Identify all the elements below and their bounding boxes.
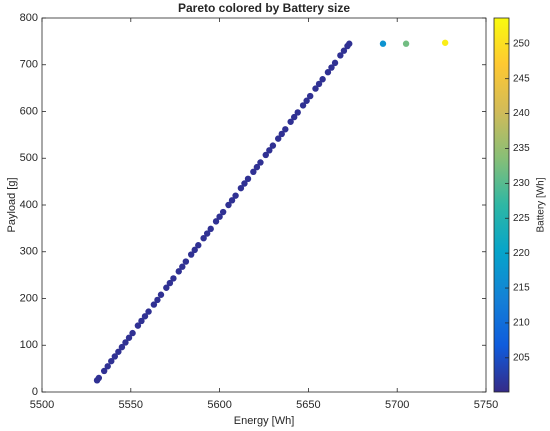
y-axis-label: Payload [g] [6,177,18,232]
plot-frame [41,17,487,393]
point [266,147,273,154]
colorbar-tick-label: 250 [513,38,530,49]
point [219,208,227,216]
point [175,268,182,275]
x-axis-label: Energy [Wh] [234,415,295,427]
colorbar-tick-label: 225 [513,213,530,224]
point [154,296,161,304]
point [216,213,223,220]
y-tick-label: 700 [20,59,38,71]
colorbar-tick-label: 235 [513,143,530,154]
point [115,348,122,355]
x-tick-label: 5650 [296,399,320,411]
colorbar-tick-label: 205 [513,352,530,363]
point [195,242,202,249]
point [319,76,326,83]
y-tick-label: 300 [20,246,38,258]
x-tick-label: 5700 [385,399,409,411]
point [163,284,170,291]
point [166,279,174,287]
point [200,234,207,242]
chart-title: Pareto colored by Battery size [178,1,350,15]
point [100,367,108,375]
point [379,40,387,47]
point [157,291,165,298]
colorbar-tick-label: 220 [513,248,530,259]
colorbar-frame [493,17,510,393]
point [290,113,298,121]
point [275,135,282,142]
x-tick-label: 5600 [207,399,231,411]
point [228,197,236,204]
point [250,168,257,176]
colorbar-tick-label: 210 [513,318,530,329]
point [125,334,133,341]
point [262,151,269,159]
point [278,130,285,138]
point [232,192,239,199]
point [312,85,319,92]
point [129,329,136,337]
x-tick-label: 5500 [30,399,54,411]
point [331,59,339,67]
point [441,39,449,46]
y-tick-label: 400 [20,199,38,211]
point [402,40,410,47]
point [269,142,277,149]
point [111,353,119,360]
colorbar [494,18,509,392]
point [282,126,289,133]
point [138,317,145,325]
y-tick-label: 100 [20,339,38,351]
point [122,339,129,346]
point [141,313,149,320]
x-tick-label: 5550 [119,399,143,411]
point [134,322,142,329]
point [108,357,115,365]
point [212,218,220,225]
point [118,343,126,351]
point [191,246,198,254]
point [244,175,252,183]
point [257,159,264,166]
point [328,64,335,71]
point [150,301,158,308]
point [303,97,310,104]
colorbar-tick-label: 215 [513,283,530,294]
y-tick-label: 0 [32,386,38,398]
y-tick-label: 600 [20,105,38,117]
point [294,109,301,116]
point [315,80,323,88]
point [306,92,314,100]
colorbar-tick-label: 245 [513,73,530,84]
colorbar-tick-label: 230 [513,178,530,189]
point [287,118,294,125]
point [170,275,177,282]
point [104,363,111,370]
point [253,163,261,171]
point [145,308,152,315]
point [340,47,348,54]
point [182,258,190,265]
point [179,263,186,270]
point [324,69,332,76]
point [299,102,307,109]
point [241,180,248,187]
colorbar-tick-label: 240 [513,108,530,119]
point [237,184,245,192]
point [337,52,344,59]
point [225,201,232,209]
point [207,225,214,233]
point [346,40,353,47]
point [95,374,103,382]
y-tick-label: 800 [20,12,38,24]
colorbar-label: Battery [Wh] [536,177,547,232]
point [187,251,195,258]
y-tick-label: 500 [20,152,38,164]
x-tick-label: 5750 [474,399,498,411]
y-tick-label: 200 [20,292,38,304]
point [203,230,211,237]
